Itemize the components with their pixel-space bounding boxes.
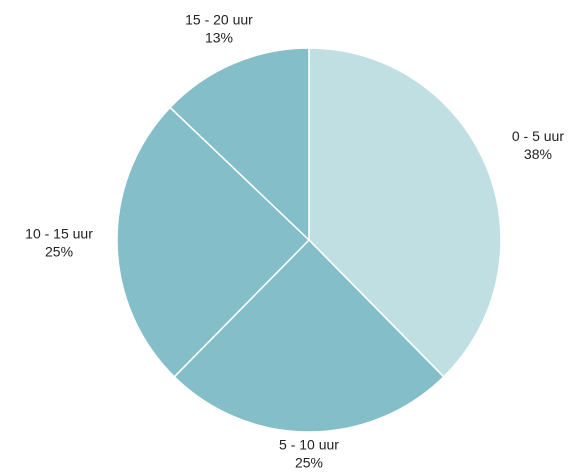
slice-label: 15 - 20 uur bbox=[185, 11, 253, 27]
slice-label: 0 - 5 uur bbox=[512, 128, 564, 144]
pie-slice bbox=[116, 106, 311, 378]
slice-label: 5 - 10 uur bbox=[279, 437, 339, 453]
slice-value-label: 38% bbox=[524, 146, 552, 162]
pie-slice bbox=[173, 238, 445, 433]
pie-slice bbox=[308, 47, 502, 378]
slice-label: 10 - 15 uur bbox=[25, 226, 93, 242]
slice-value-label: 13% bbox=[205, 29, 233, 45]
slice-value-label: 25% bbox=[295, 455, 323, 471]
slice-value-label: 25% bbox=[45, 244, 73, 260]
pie-slice bbox=[169, 47, 310, 242]
